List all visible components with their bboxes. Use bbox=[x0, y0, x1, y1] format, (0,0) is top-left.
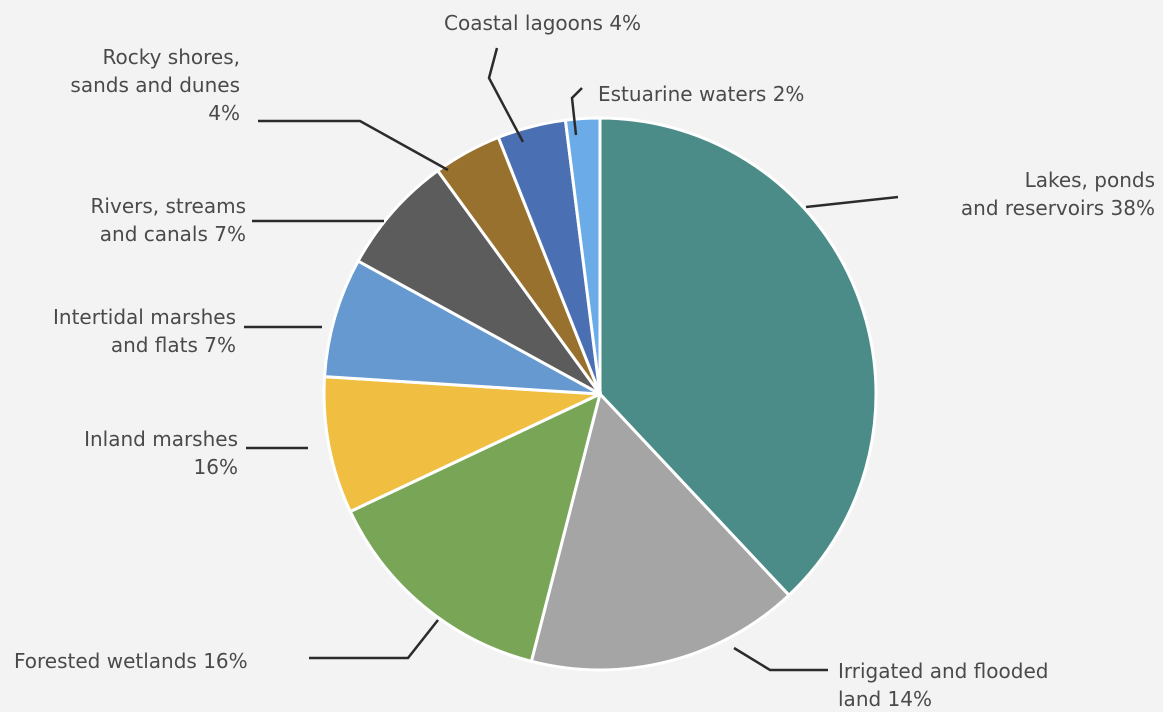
slice-label-line: 16% bbox=[194, 455, 238, 479]
leader-line bbox=[258, 119, 449, 172]
leader-line bbox=[570, 87, 583, 136]
slice-label: Rocky shores, sands and dunes 4% bbox=[70, 45, 240, 125]
pie-slice bbox=[563, 116, 602, 395]
slice-label: Rivers, streams and canals 7% bbox=[91, 194, 246, 246]
slice-label-line: Forested wetlands 16% bbox=[14, 649, 248, 673]
slice-label-line: and flats 7% bbox=[111, 333, 236, 357]
slice-label-line: sands and dunes bbox=[70, 73, 240, 97]
slice-label-line: Inland marshes bbox=[84, 427, 238, 451]
leader-line bbox=[805, 195, 899, 209]
slice-label-line: Rivers, streams bbox=[91, 194, 246, 218]
slice-label-line: Estuarine waters 2% bbox=[598, 82, 804, 106]
slice-label-line: and canals 7% bbox=[100, 222, 246, 246]
slice-label: Intertidal marshes and flats 7% bbox=[53, 305, 236, 357]
slice-label: Estuarine waters 2% bbox=[598, 82, 804, 106]
pie-slices bbox=[322, 116, 878, 672]
slice-label: Forested wetlands 16% bbox=[14, 649, 248, 673]
slice-label-line: Coastal lagoons 4% bbox=[444, 11, 641, 35]
slice-label-line: and reservoirs 38% bbox=[961, 196, 1155, 220]
slice-label: Inland marshes 16% bbox=[84, 427, 238, 479]
leader-line bbox=[309, 619, 439, 660]
pie-slice bbox=[322, 259, 601, 396]
slice-label: Coastal lagoons 4% bbox=[444, 11, 641, 35]
slice-label-line: 4% bbox=[208, 101, 240, 125]
slice-label-line: Rocky shores, bbox=[103, 45, 241, 69]
leader-lines bbox=[244, 47, 899, 672]
slice-label-line: Irrigated and flooded bbox=[838, 659, 1048, 683]
pie-slice bbox=[356, 168, 602, 396]
slice-labels: Lakes, ponds and reservoirs 38% Irrigated … bbox=[14, 11, 1155, 711]
slice-label: Irrigated and flooded land 14% bbox=[838, 659, 1048, 711]
leader-line bbox=[487, 47, 525, 143]
slice-label-line: Lakes, ponds bbox=[1025, 168, 1155, 192]
pie-slice bbox=[598, 116, 878, 598]
leader-line bbox=[733, 646, 828, 672]
pie-slice bbox=[348, 391, 603, 664]
pie-slice bbox=[529, 390, 792, 672]
slice-label-line: Intertidal marshes bbox=[53, 305, 236, 329]
slice-label: Lakes, ponds and reservoirs 38% bbox=[961, 168, 1155, 220]
pie-slice bbox=[322, 375, 601, 514]
slice-label-line: land 14% bbox=[838, 687, 932, 711]
